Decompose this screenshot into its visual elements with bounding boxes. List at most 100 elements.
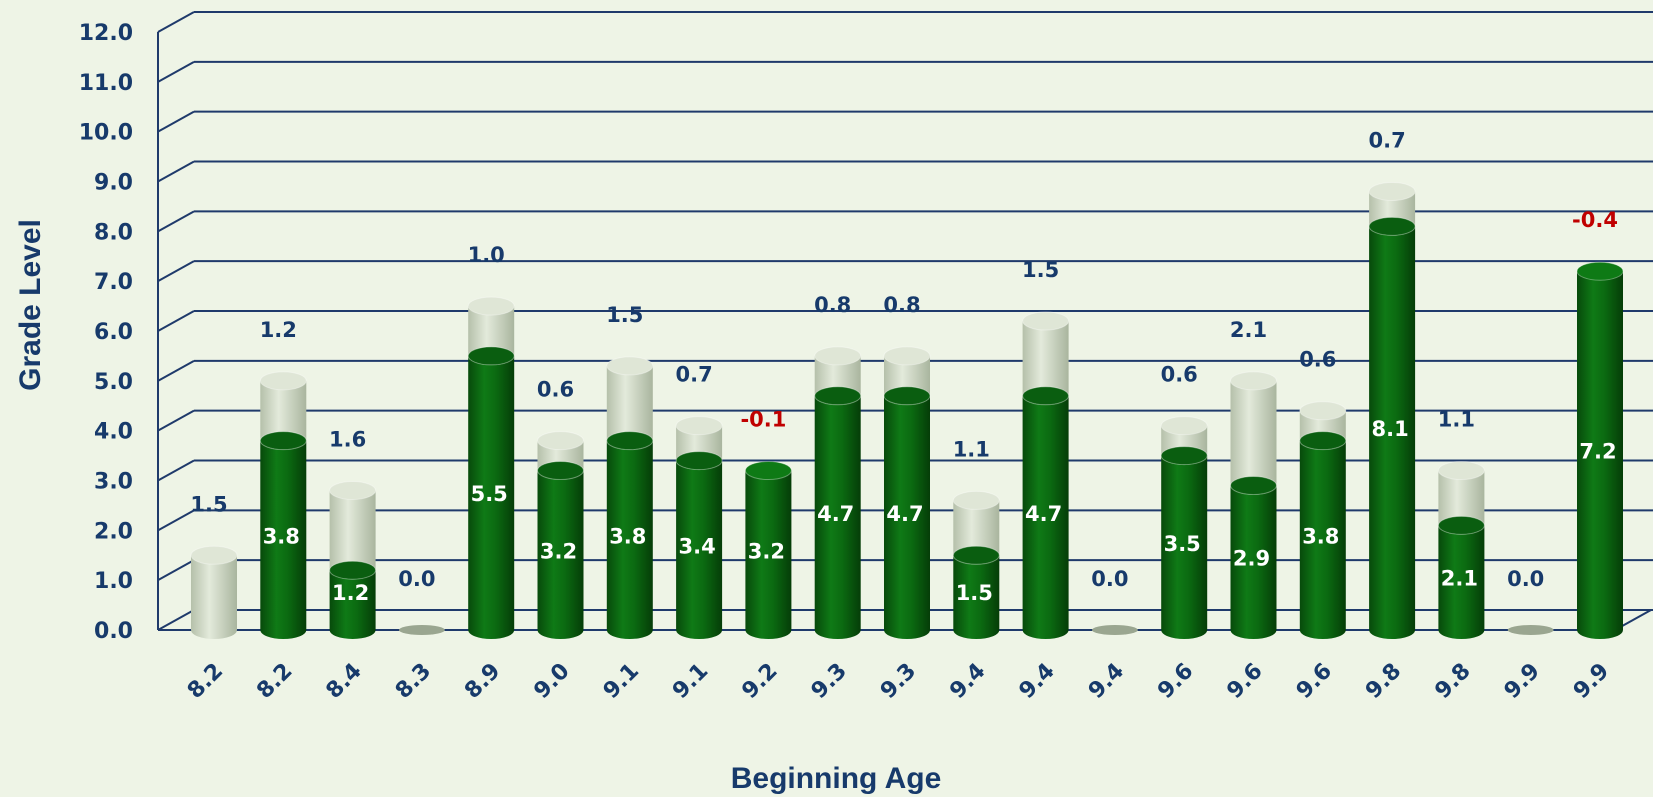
x-tick-label: 9.4 (1084, 659, 1129, 704)
base-bar (537, 470, 584, 639)
x-tick-label: 9.3 (876, 659, 921, 704)
gain-value-label: 1.0 (468, 243, 505, 267)
base-bar-top (1576, 261, 1624, 281)
gain-value-label: 2.1 (1230, 318, 1267, 342)
gain-bar-top (952, 490, 1000, 510)
gridline-depth (157, 559, 195, 582)
base-bar (1230, 485, 1277, 639)
gain-bar-top (1160, 416, 1208, 436)
base-value-label: 4.7 (817, 502, 854, 526)
base-value-label: 7.2 (1579, 440, 1616, 464)
base-bar-top (467, 346, 515, 366)
gain-bar (606, 365, 653, 450)
gain-bar (191, 555, 237, 639)
y-tick-label: 12.0 (79, 21, 133, 46)
x-tick-label: 9.1 (599, 659, 644, 704)
base-bar (260, 440, 307, 639)
base-bar (606, 440, 653, 639)
y-tick-label: 10.0 (79, 121, 133, 146)
base-value-label: 2.1 (1441, 567, 1478, 591)
gain-bar (1022, 321, 1069, 405)
gain-value-label: 0.0 (1091, 567, 1128, 591)
gridline-depth (157, 609, 195, 631)
gridline-depth (157, 160, 195, 183)
gain-bar-top (190, 545, 238, 565)
gridline-depth (157, 359, 195, 382)
y-axis-ticks: 0.0 1.0 2.0 3.0 4.0 5.0 6.0 7.0 8.0 9.0 10.0 11.0 12… (79, 21, 133, 644)
x-tick-label: 9.4 (945, 659, 990, 704)
y-tick-label: 0.0 (94, 619, 133, 644)
x-tick-label: 8.3 (391, 659, 436, 704)
gain-bar-top (814, 346, 862, 366)
gridline-depth (157, 409, 195, 432)
y-tick-label: 5.0 (94, 370, 133, 395)
base-bar-top (952, 545, 1000, 565)
y-tick-label: 3.0 (94, 470, 133, 495)
gain-bar-top (1437, 461, 1485, 481)
gain-value-label: 1.2 (260, 318, 297, 342)
x-tick-label: 9.8 (1361, 659, 1406, 704)
y-tick-label: 4.0 (94, 420, 133, 445)
base-value-label: 4.7 (886, 502, 923, 526)
empty-bar (398, 625, 445, 635)
base-value-label: 4.7 (1025, 502, 1062, 526)
x-tick-label: 9.0 (529, 659, 574, 704)
base-bar-top (1230, 475, 1277, 495)
data-labels: 1.5 3.8 1.2 1.2 1.6 0.0 5.5 1.0 3.2 0.6 3.8 1.5 3.4 0… (190, 128, 1618, 605)
gain-value-label: 0.8 (883, 293, 920, 317)
x-tick-label: 9.9 (1500, 659, 1545, 704)
gain-bar-top (259, 371, 307, 391)
y-tick-label: 11.0 (79, 71, 133, 96)
bars (190, 181, 1624, 639)
gain-value-label: -0.4 (1572, 208, 1618, 232)
y-tick-label: 8.0 (94, 220, 133, 245)
base-bar-top (537, 461, 584, 481)
base-bar (814, 395, 861, 639)
x-tick-label: 9.6 (1153, 659, 1198, 704)
gain-value-label: 0.6 (1161, 363, 1198, 387)
base-value-label: 5.5 (471, 482, 508, 506)
x-tick-label: 8.2 (183, 659, 228, 704)
gain-value-label: 0.6 (537, 378, 574, 402)
gain-bar-top (467, 296, 515, 316)
gain-bar-top (606, 356, 654, 376)
base-bar-top (675, 451, 723, 471)
y-tick-label: 9.0 (94, 171, 133, 196)
gridline-depth (157, 210, 195, 233)
x-tick-label: 9.2 (737, 659, 782, 704)
x-tick-label: 8.9 (460, 659, 505, 704)
gridline-depth (157, 60, 195, 83)
gain-value-label: 1.5 (606, 303, 643, 327)
base-value-label: 8.1 (1371, 417, 1408, 441)
base-value-label: 3.8 (609, 524, 646, 548)
gain-bar (260, 380, 307, 450)
base-bar (745, 470, 792, 639)
base-value-label: 3.8 (263, 524, 300, 548)
x-tick-label: 9.6 (1222, 659, 1267, 704)
gain-bar (1230, 380, 1277, 495)
empty-bar (1507, 625, 1554, 635)
gain-bar-top (1299, 401, 1347, 421)
gain-bar-top (1022, 311, 1070, 331)
base-bar-top (883, 386, 931, 406)
gridline-depth (157, 310, 195, 332)
x-axis-title: Beginning Age (731, 762, 942, 795)
base-bar (1369, 226, 1416, 639)
base-bar-top (1022, 386, 1070, 406)
base-bar (1438, 525, 1485, 639)
base-value-label: 3.8 (1302, 524, 1339, 548)
base-bar (1161, 455, 1208, 639)
base-bar-top (259, 431, 307, 451)
gain-value-label: 1.5 (1022, 258, 1059, 282)
base-value-label: 2.9 (1233, 547, 1270, 571)
x-tick-label: 8.4 (322, 659, 367, 704)
gain-value-label: 0.8 (814, 293, 851, 317)
gridline-depth (157, 260, 195, 283)
x-tick-label: 9.6 (1292, 659, 1337, 704)
empty-bar (1091, 625, 1138, 635)
x-tick-label: 8.2 (252, 659, 297, 704)
y-tick-label: 6.0 (94, 320, 133, 345)
base-bar-top (814, 386, 862, 406)
base-value-label: 3.4 (678, 534, 715, 558)
